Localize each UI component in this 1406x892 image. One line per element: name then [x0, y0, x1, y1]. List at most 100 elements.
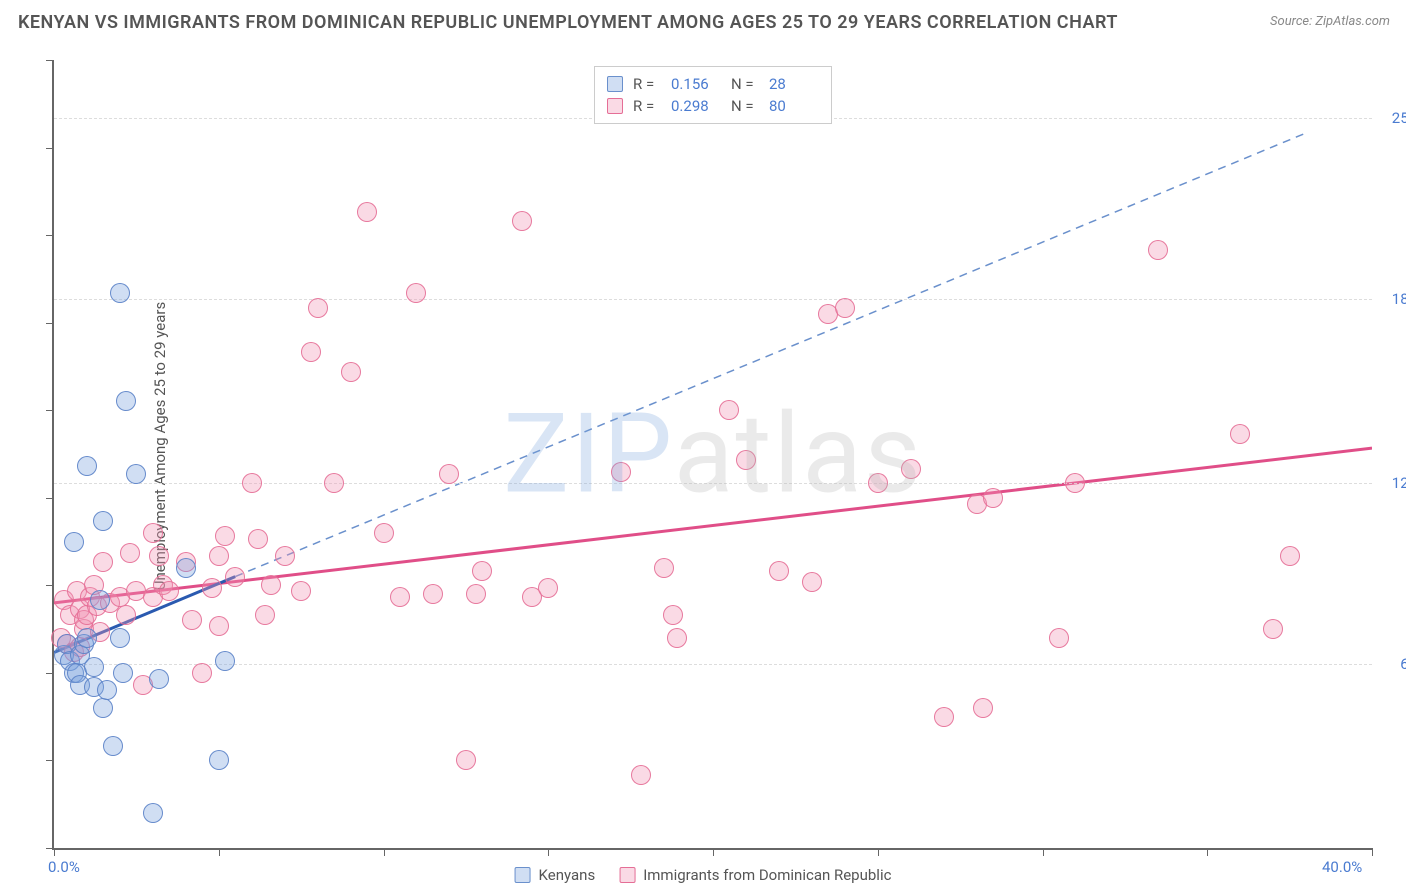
data-point-pink	[901, 459, 921, 479]
legend-label: N =	[731, 97, 759, 115]
legend-value: 0.298	[671, 97, 721, 115]
data-point-pink	[159, 581, 179, 601]
data-point-pink	[868, 473, 888, 493]
y-tick-label: 6.3%	[1400, 655, 1406, 673]
y-tick	[46, 235, 54, 236]
data-point-pink	[423, 584, 443, 604]
data-point-blue	[90, 590, 110, 610]
data-point-pink	[209, 616, 229, 636]
x-tick	[54, 848, 55, 856]
legend-text: Immigrants from Dominican Republic	[643, 866, 891, 884]
legend-row: R =0.298N =80	[607, 95, 819, 117]
x-tick	[1207, 848, 1208, 856]
y-tick	[46, 60, 54, 61]
legend-swatch	[607, 98, 623, 114]
series-legend: KenyansImmigrants from Dominican Republi…	[515, 866, 892, 884]
data-point-pink	[182, 610, 202, 630]
data-point-pink	[1065, 473, 1085, 493]
data-point-blue	[103, 736, 123, 756]
data-point-blue	[149, 669, 169, 689]
legend-label: R =	[633, 75, 661, 93]
y-tick-label: 12.5%	[1392, 474, 1406, 492]
data-point-pink	[769, 561, 789, 581]
data-point-pink	[802, 572, 822, 592]
data-point-pink	[120, 543, 140, 563]
watermark-prefix: ZIP	[503, 390, 674, 519]
data-point-pink	[341, 362, 361, 382]
data-point-blue	[77, 456, 97, 476]
trend-line	[54, 448, 1372, 603]
data-point-pink	[116, 605, 136, 625]
data-point-blue	[110, 283, 130, 303]
data-point-pink	[973, 698, 993, 718]
legend-swatch	[607, 76, 623, 92]
data-point-pink	[202, 578, 222, 598]
data-point-blue	[93, 698, 113, 718]
data-point-pink	[242, 473, 262, 493]
legend-value: 0.156	[671, 75, 721, 93]
trend-lines	[54, 60, 1372, 848]
data-point-pink	[324, 473, 344, 493]
watermark-suffix: atlas	[674, 390, 923, 519]
data-point-pink	[654, 558, 674, 578]
chart-plot-area: ZIPatlas R =0.156N =28R =0.298N =80 6.3%…	[52, 60, 1372, 850]
data-point-pink	[255, 605, 275, 625]
legend-value: 28	[769, 75, 819, 93]
data-point-pink	[192, 663, 212, 683]
data-point-pink	[301, 342, 321, 362]
data-point-pink	[631, 765, 651, 785]
x-tick	[1043, 848, 1044, 856]
x-tick-label: 0.0%	[48, 858, 80, 876]
data-point-pink	[663, 605, 683, 625]
y-tick-label: 25.0%	[1392, 109, 1406, 127]
y-tick	[46, 498, 54, 499]
data-point-pink	[291, 581, 311, 601]
x-tick	[878, 848, 879, 856]
data-point-pink	[456, 750, 476, 770]
data-point-pink	[390, 587, 410, 607]
x-tick	[1372, 848, 1373, 856]
data-point-pink	[934, 707, 954, 727]
data-point-pink	[512, 211, 532, 231]
data-point-pink	[374, 523, 394, 543]
data-point-pink	[667, 628, 687, 648]
data-point-pink	[472, 561, 492, 581]
data-point-pink	[835, 298, 855, 318]
data-point-pink	[149, 546, 169, 566]
data-point-blue	[176, 558, 196, 578]
legend-label: R =	[633, 97, 661, 115]
grid-line-h	[54, 299, 1372, 300]
data-point-pink	[93, 552, 113, 572]
data-point-pink	[1049, 628, 1069, 648]
data-point-pink	[357, 202, 377, 222]
y-tick-label: 18.8%	[1392, 290, 1406, 308]
data-point-pink	[611, 462, 631, 482]
source-caption: Source: ZipAtlas.com	[1270, 14, 1390, 29]
trend-line	[235, 133, 1306, 577]
data-point-blue	[209, 750, 229, 770]
data-point-blue	[143, 803, 163, 823]
data-point-pink	[275, 546, 295, 566]
y-tick	[46, 760, 54, 761]
data-point-pink	[406, 283, 426, 303]
watermark: ZIPatlas	[503, 390, 923, 519]
data-point-pink	[209, 546, 229, 566]
data-point-pink	[308, 298, 328, 318]
legend-row: R =0.156N =28	[607, 73, 819, 95]
x-tick	[713, 848, 714, 856]
x-tick	[219, 848, 220, 856]
data-point-pink	[983, 488, 1003, 508]
grid-line-h	[54, 664, 1372, 665]
data-point-pink	[225, 567, 245, 587]
y-tick	[46, 673, 54, 674]
data-point-pink	[719, 400, 739, 420]
data-point-blue	[77, 628, 97, 648]
data-point-pink	[1263, 619, 1283, 639]
y-tick	[46, 148, 54, 149]
data-point-blue	[126, 464, 146, 484]
data-point-pink	[143, 523, 163, 543]
data-point-pink	[439, 464, 459, 484]
data-point-blue	[215, 651, 235, 671]
data-point-pink	[1280, 546, 1300, 566]
data-point-blue	[64, 532, 84, 552]
